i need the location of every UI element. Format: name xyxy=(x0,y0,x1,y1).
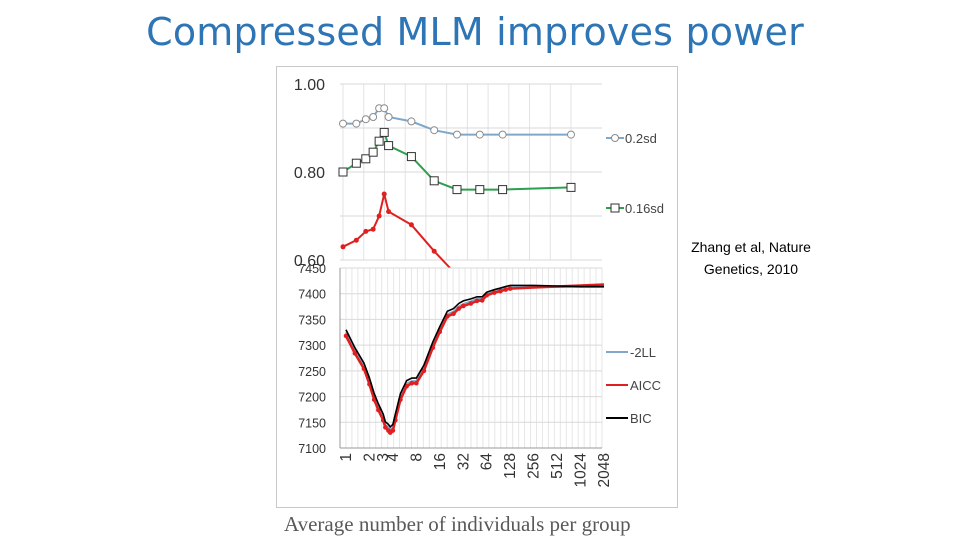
y-tick-label: 7450 xyxy=(298,262,326,276)
x-tick-label: 2048 xyxy=(596,453,613,487)
y-tick-label: 7150 xyxy=(298,416,326,430)
y-tick-label: 7250 xyxy=(298,365,326,379)
citation-line-1: Zhang et al, Nature xyxy=(691,239,811,255)
data-point xyxy=(406,152,416,162)
data-point xyxy=(408,222,414,228)
data-point xyxy=(351,158,361,168)
x-tick-label: 8 xyxy=(408,453,425,462)
data-point xyxy=(460,303,466,309)
data-point xyxy=(479,298,485,303)
data-point xyxy=(491,290,497,295)
legend-marker xyxy=(611,134,619,142)
data-point xyxy=(352,119,361,128)
x-tick-label: 1024 xyxy=(573,453,590,488)
x-tick-label: 16 xyxy=(432,453,449,470)
y-tick-label: 7350 xyxy=(298,313,326,327)
y-tick-label: 7300 xyxy=(298,339,326,353)
data-point xyxy=(468,301,474,306)
data-point xyxy=(370,226,376,232)
data-point xyxy=(498,185,508,195)
y-tick-label: 7100 xyxy=(298,442,326,456)
legend-label: AICC xyxy=(630,378,661,393)
x-tick-label: 4 xyxy=(385,453,402,462)
legend-label: 0.2sd xyxy=(625,131,657,146)
data-point xyxy=(431,248,437,254)
data-point xyxy=(368,147,378,157)
data-point xyxy=(384,141,394,151)
data-point xyxy=(363,228,369,234)
data-point xyxy=(409,380,415,386)
data-point xyxy=(353,237,359,243)
data-point xyxy=(498,288,503,294)
data-point xyxy=(376,213,382,219)
data-point xyxy=(371,397,377,402)
x-tick-label: 1 xyxy=(338,453,355,462)
data-point xyxy=(384,113,393,121)
data-point xyxy=(498,130,507,139)
x-tick-label: 3 xyxy=(375,453,392,462)
data-point xyxy=(374,136,384,146)
data-point xyxy=(338,167,348,177)
data-point xyxy=(379,127,389,137)
data-point xyxy=(451,311,456,317)
legend-label: -2LL xyxy=(630,345,656,360)
data-point xyxy=(361,154,371,164)
slide-title: Compressed MLM improves power xyxy=(146,10,804,54)
data-point xyxy=(390,428,396,433)
x-tick-label: 128 xyxy=(502,453,519,479)
data-point xyxy=(475,185,485,195)
legend-label: BIC xyxy=(630,411,652,426)
data-point xyxy=(414,380,419,386)
data-point xyxy=(361,115,370,124)
x-tick-label: 256 xyxy=(526,453,543,479)
data-point xyxy=(567,130,575,139)
series-line xyxy=(345,284,604,429)
citation: Zhang et al, Nature Genetics, 2010 xyxy=(676,236,826,280)
data-point xyxy=(474,298,480,304)
y-tick-label: 1.00 xyxy=(294,77,325,94)
x-tick-label: 2 xyxy=(361,453,378,462)
data-point xyxy=(380,104,389,113)
power-chart: 1.00 0.80 0.60 0.2sd 0.16sd xyxy=(294,77,664,285)
data-point xyxy=(404,383,409,389)
data-point xyxy=(376,407,381,413)
data-point xyxy=(407,117,416,126)
likelihood-chart: 7450 7400 7350 7300 7250 7200 7150 7100 1 234 8 16 3… xyxy=(298,262,661,487)
y-tick-label: 0.80 xyxy=(294,165,325,182)
y-tick-label: 7200 xyxy=(298,391,326,405)
data-point xyxy=(503,287,508,292)
y-tick-label: 7400 xyxy=(298,288,326,302)
data-point xyxy=(386,209,392,215)
citation-line-2: Genetics, 2010 xyxy=(703,261,799,277)
legend-marker xyxy=(610,203,620,213)
data-point xyxy=(369,113,378,121)
x-tick-label: 512 xyxy=(549,453,566,479)
data-point xyxy=(453,130,461,139)
x-tick-label: 64 xyxy=(479,453,496,471)
data-point xyxy=(339,119,347,128)
legend-label: 0.16sd xyxy=(625,201,664,216)
data-point xyxy=(383,425,388,430)
x-axis-label: Average number of individuals per group xyxy=(284,512,631,536)
data-point xyxy=(352,351,358,356)
data-point xyxy=(456,306,462,311)
data-point xyxy=(429,176,439,186)
y-tick-label: 0.60 xyxy=(294,253,325,270)
data-point xyxy=(507,286,513,291)
data-point xyxy=(340,244,346,250)
data-point xyxy=(430,126,439,135)
data-point xyxy=(343,333,349,339)
x-tick-label: 32 xyxy=(455,453,472,470)
data-point xyxy=(452,185,462,195)
data-point xyxy=(381,191,387,197)
data-point xyxy=(566,182,576,192)
data-point xyxy=(421,368,427,374)
data-point xyxy=(475,130,484,139)
